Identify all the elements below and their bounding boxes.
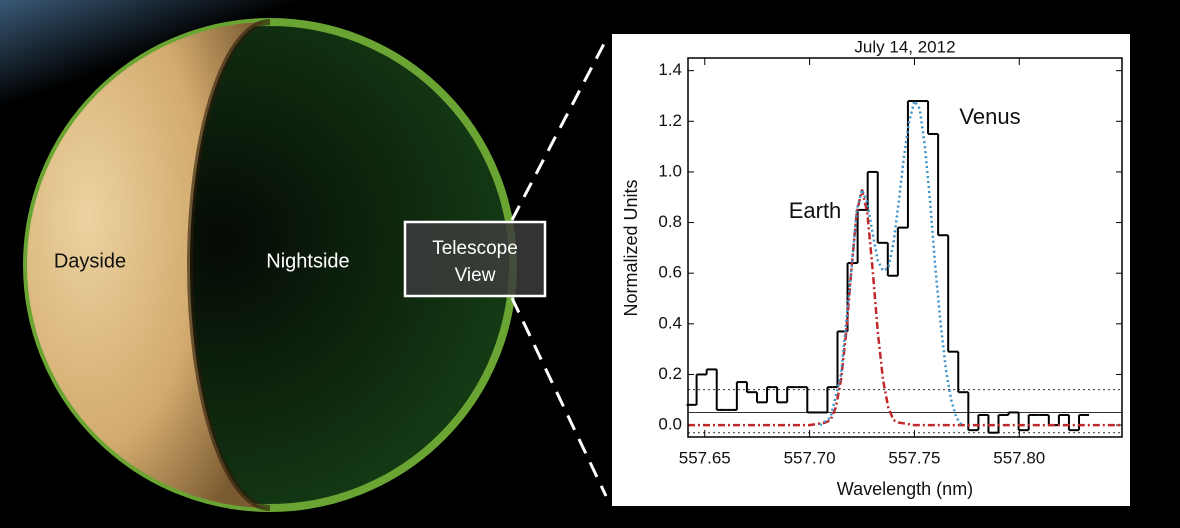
y-tick-label: 0.4 (658, 313, 682, 332)
zoom-line (510, 39, 608, 221)
y-tick-label: 1.4 (658, 60, 682, 79)
nightside-label: Nightside (266, 250, 349, 272)
y-axis-label: Normalized Units (621, 179, 641, 316)
x-axis-label: Wavelength (nm) (837, 479, 973, 499)
x-tick-label: 557.75 (888, 448, 940, 467)
x-tick-label: 557.70 (784, 448, 836, 467)
y-tick-label: 1.2 (658, 111, 682, 130)
zoom-line (510, 297, 608, 497)
terminator (187, 19, 271, 511)
telescope-label: Telescope (432, 238, 518, 259)
fit-line (688, 189, 1122, 427)
dayside-label: Dayside (54, 250, 126, 272)
telescope-box (403, 220, 547, 298)
venus-dayside (27, 22, 270, 508)
chart-title: July 14, 2012 (854, 37, 955, 56)
y-tick-label: 0.8 (658, 212, 682, 231)
y-tick-label: 1.0 (658, 161, 682, 180)
y-tick-label: 0.0 (658, 415, 682, 434)
telescope-label: View (455, 265, 496, 286)
annotation: Earth (789, 198, 842, 223)
y-tick-label: 0.2 (658, 364, 682, 383)
y-tick-label: 0.6 (658, 263, 682, 282)
plot-frame (687, 57, 1123, 438)
annotation: Venus (959, 104, 1020, 129)
fit-line (819, 98, 963, 427)
x-tick-label: 557.80 (993, 448, 1045, 467)
chart-panel (612, 34, 1130, 506)
x-tick-label: 557.65 (679, 448, 731, 467)
